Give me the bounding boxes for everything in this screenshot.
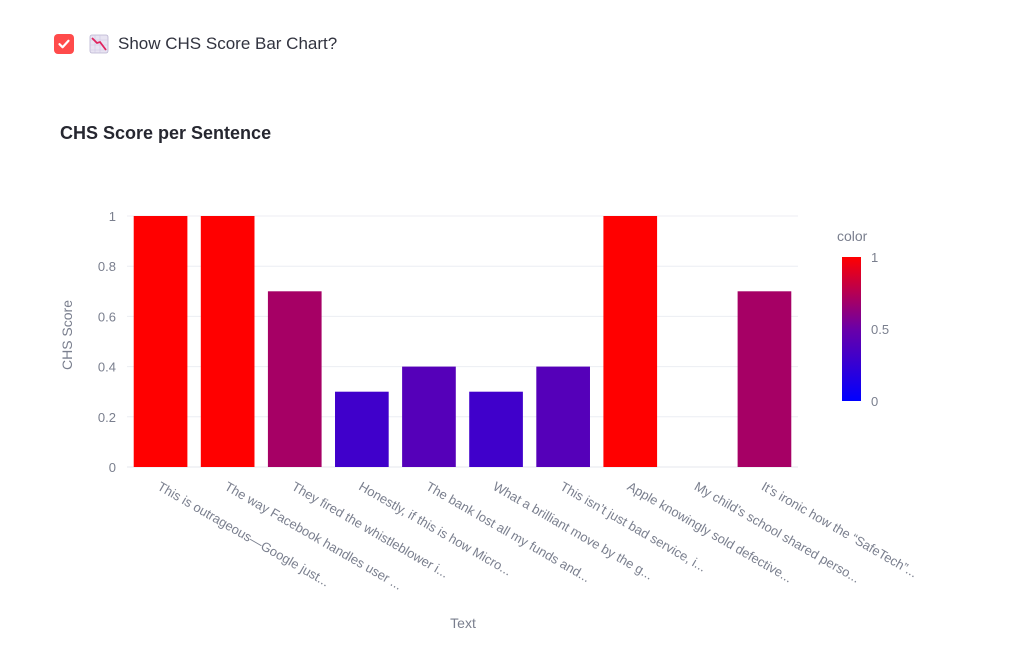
chs-bar-chart: CHS Score per Sentence 0 0.2 0.4 0.6 0.8 1 Th… xyxy=(59,123,920,631)
show-chart-checkbox[interactable]: Show CHS Score Bar Chart? xyxy=(54,31,337,57)
colorbar-tick-label: 0.5 xyxy=(871,322,889,337)
bar[interactable] xyxy=(267,291,322,467)
colorbar-tick-label: 0 xyxy=(871,394,878,409)
bar[interactable] xyxy=(737,291,792,467)
bar[interactable] xyxy=(200,216,255,467)
bar[interactable] xyxy=(603,216,658,467)
y-tick-label: 1 xyxy=(109,209,116,224)
x-axis-label: Text xyxy=(450,615,476,631)
y-tick-label: 0.2 xyxy=(98,410,116,425)
y-tick-label: 0.6 xyxy=(98,309,116,324)
bar[interactable] xyxy=(402,366,456,467)
x-tick-labels: This is outrageous—Google just...The way… xyxy=(155,479,920,593)
chart-title: CHS Score per Sentence xyxy=(60,123,271,143)
bar[interactable] xyxy=(335,391,389,467)
y-tick-label: 0.8 xyxy=(98,259,116,274)
y-tick-label: 0.4 xyxy=(98,360,116,375)
bar[interactable] xyxy=(469,391,523,467)
bar[interactable] xyxy=(536,366,590,467)
chart-decreasing-icon xyxy=(89,34,109,54)
checkbox-label: Show CHS Score Bar Chart? xyxy=(118,34,338,53)
colorbar-tick-labels: 00.51 xyxy=(871,250,889,409)
y-tick-label: 0 xyxy=(109,460,116,475)
colorbar-tick-label: 1 xyxy=(871,250,878,265)
y-tick-labels: 0 0.2 0.4 0.6 0.8 1 xyxy=(98,209,116,475)
bars xyxy=(133,216,792,467)
colorbar-title: color xyxy=(837,228,868,244)
bar[interactable] xyxy=(133,216,188,467)
colorbar xyxy=(842,257,861,401)
checkbox-checked-icon[interactable] xyxy=(54,34,74,54)
y-axis-label: CHS Score xyxy=(59,300,75,370)
